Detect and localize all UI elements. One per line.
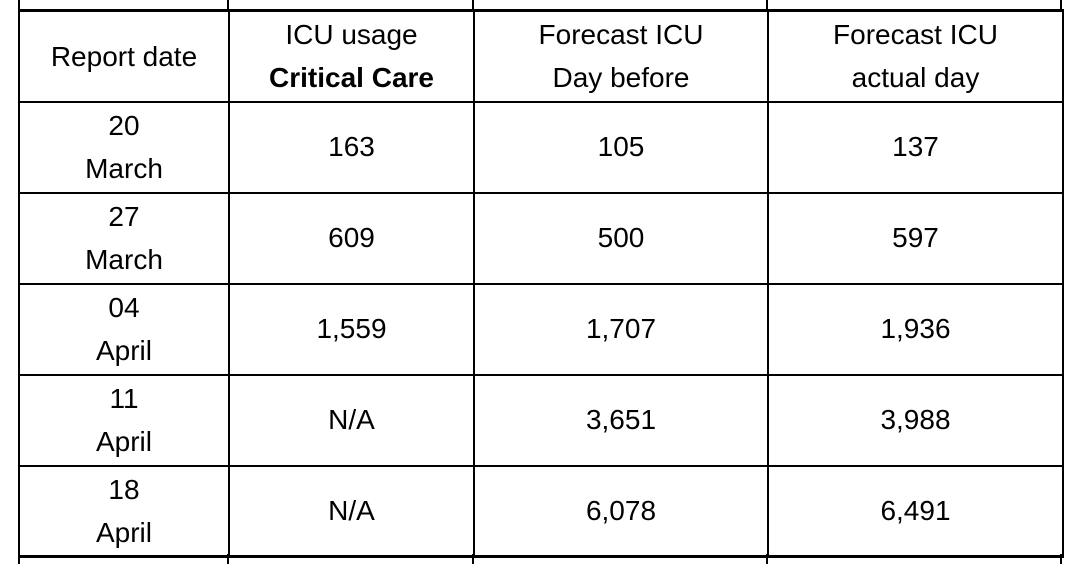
table-row: 04 April 1,559 1,707 1,936 — [18, 282, 1064, 376]
header-icu-usage-line1: ICU usage — [285, 19, 418, 51]
report-date-month: April — [95, 426, 152, 457]
report-date-month: April — [95, 335, 152, 366]
cell-icu-usage: 163 — [228, 100, 475, 194]
header-forecast-actual-day-line2: actual day — [851, 62, 980, 94]
table-row: 20 March 163 105 137 — [18, 100, 1064, 194]
cell-report-date: 11 April — [18, 373, 230, 467]
cell-icu-usage: 609 — [228, 191, 475, 285]
cell-forecast-actual-day: 137 — [767, 100, 1064, 194]
header-icu-usage-line2: Critical Care — [269, 62, 434, 94]
gridline-overshoot — [1060, 0, 1062, 10]
gridline-overshoot — [1060, 554, 1062, 564]
cell-icu-usage: N/A — [228, 464, 475, 558]
gridline-overshoot — [227, 0, 229, 10]
table-row: 18 April N/A 6,078 6,491 — [18, 464, 1064, 558]
cell-forecast-day-before: 105 — [473, 100, 769, 194]
cell-report-date: 04 April — [18, 282, 230, 376]
header-icu-usage: ICU usage Critical Care — [228, 9, 475, 103]
report-date-day: 11 — [109, 383, 139, 414]
cell-icu-usage: 1,559 — [228, 282, 475, 376]
cell-report-date: 18 April — [18, 464, 230, 558]
header-row: Report date ICU usage Critical Care Fore… — [18, 9, 1064, 103]
report-date-day: 18 — [108, 473, 140, 505]
header-forecast-day-before-line1: Forecast ICU — [538, 19, 704, 51]
header-forecast-day-before-line2: Day before — [552, 62, 690, 94]
table-row: 27 March 609 500 597 — [18, 191, 1064, 285]
header-report-date-label: Report date — [50, 40, 198, 72]
report-date-month: March — [85, 153, 163, 184]
report-date-day: 27 — [108, 201, 140, 232]
cell-icu-usage: N/A — [228, 373, 475, 467]
report-date-day: 20 — [108, 110, 140, 141]
gridline-overshoot — [766, 0, 768, 10]
gridline-overshoot — [227, 554, 229, 564]
cell-forecast-actual-day: 1,936 — [767, 282, 1064, 376]
cell-forecast-actual-day: 6,491 — [767, 464, 1064, 558]
report-date-day: 04 — [108, 292, 140, 323]
cell-forecast-day-before: 3,651 — [473, 373, 769, 467]
gridline-overshoot — [472, 554, 474, 564]
header-forecast-actual-day: Forecast ICU actual day — [767, 9, 1064, 103]
table-row: 11 April N/A 3,651 3,988 — [18, 373, 1064, 467]
cell-report-date: 27 March — [18, 191, 230, 285]
cell-forecast-day-before: 1,707 — [473, 282, 769, 376]
cell-forecast-day-before: 500 — [473, 191, 769, 285]
header-report-date: Report date — [18, 9, 230, 103]
report-date-month: April — [95, 516, 152, 548]
gridline-overshoot — [472, 0, 474, 10]
cell-forecast-day-before: 6,078 — [473, 464, 769, 558]
header-forecast-day-before: Forecast ICU Day before — [473, 9, 769, 103]
cell-forecast-actual-day: 597 — [767, 191, 1064, 285]
gridline-overshoot — [766, 554, 768, 564]
cell-forecast-actual-day: 3,988 — [767, 373, 1064, 467]
report-date-month: March — [85, 244, 163, 275]
cell-report-date: 20 March — [18, 100, 230, 194]
header-forecast-actual-day-line1: Forecast ICU — [833, 19, 998, 51]
gridline-overshoot — [18, 0, 20, 10]
gridline-overshoot — [18, 554, 20, 564]
icu-forecast-table: Report date ICU usage Critical Care Fore… — [18, 9, 1064, 558]
